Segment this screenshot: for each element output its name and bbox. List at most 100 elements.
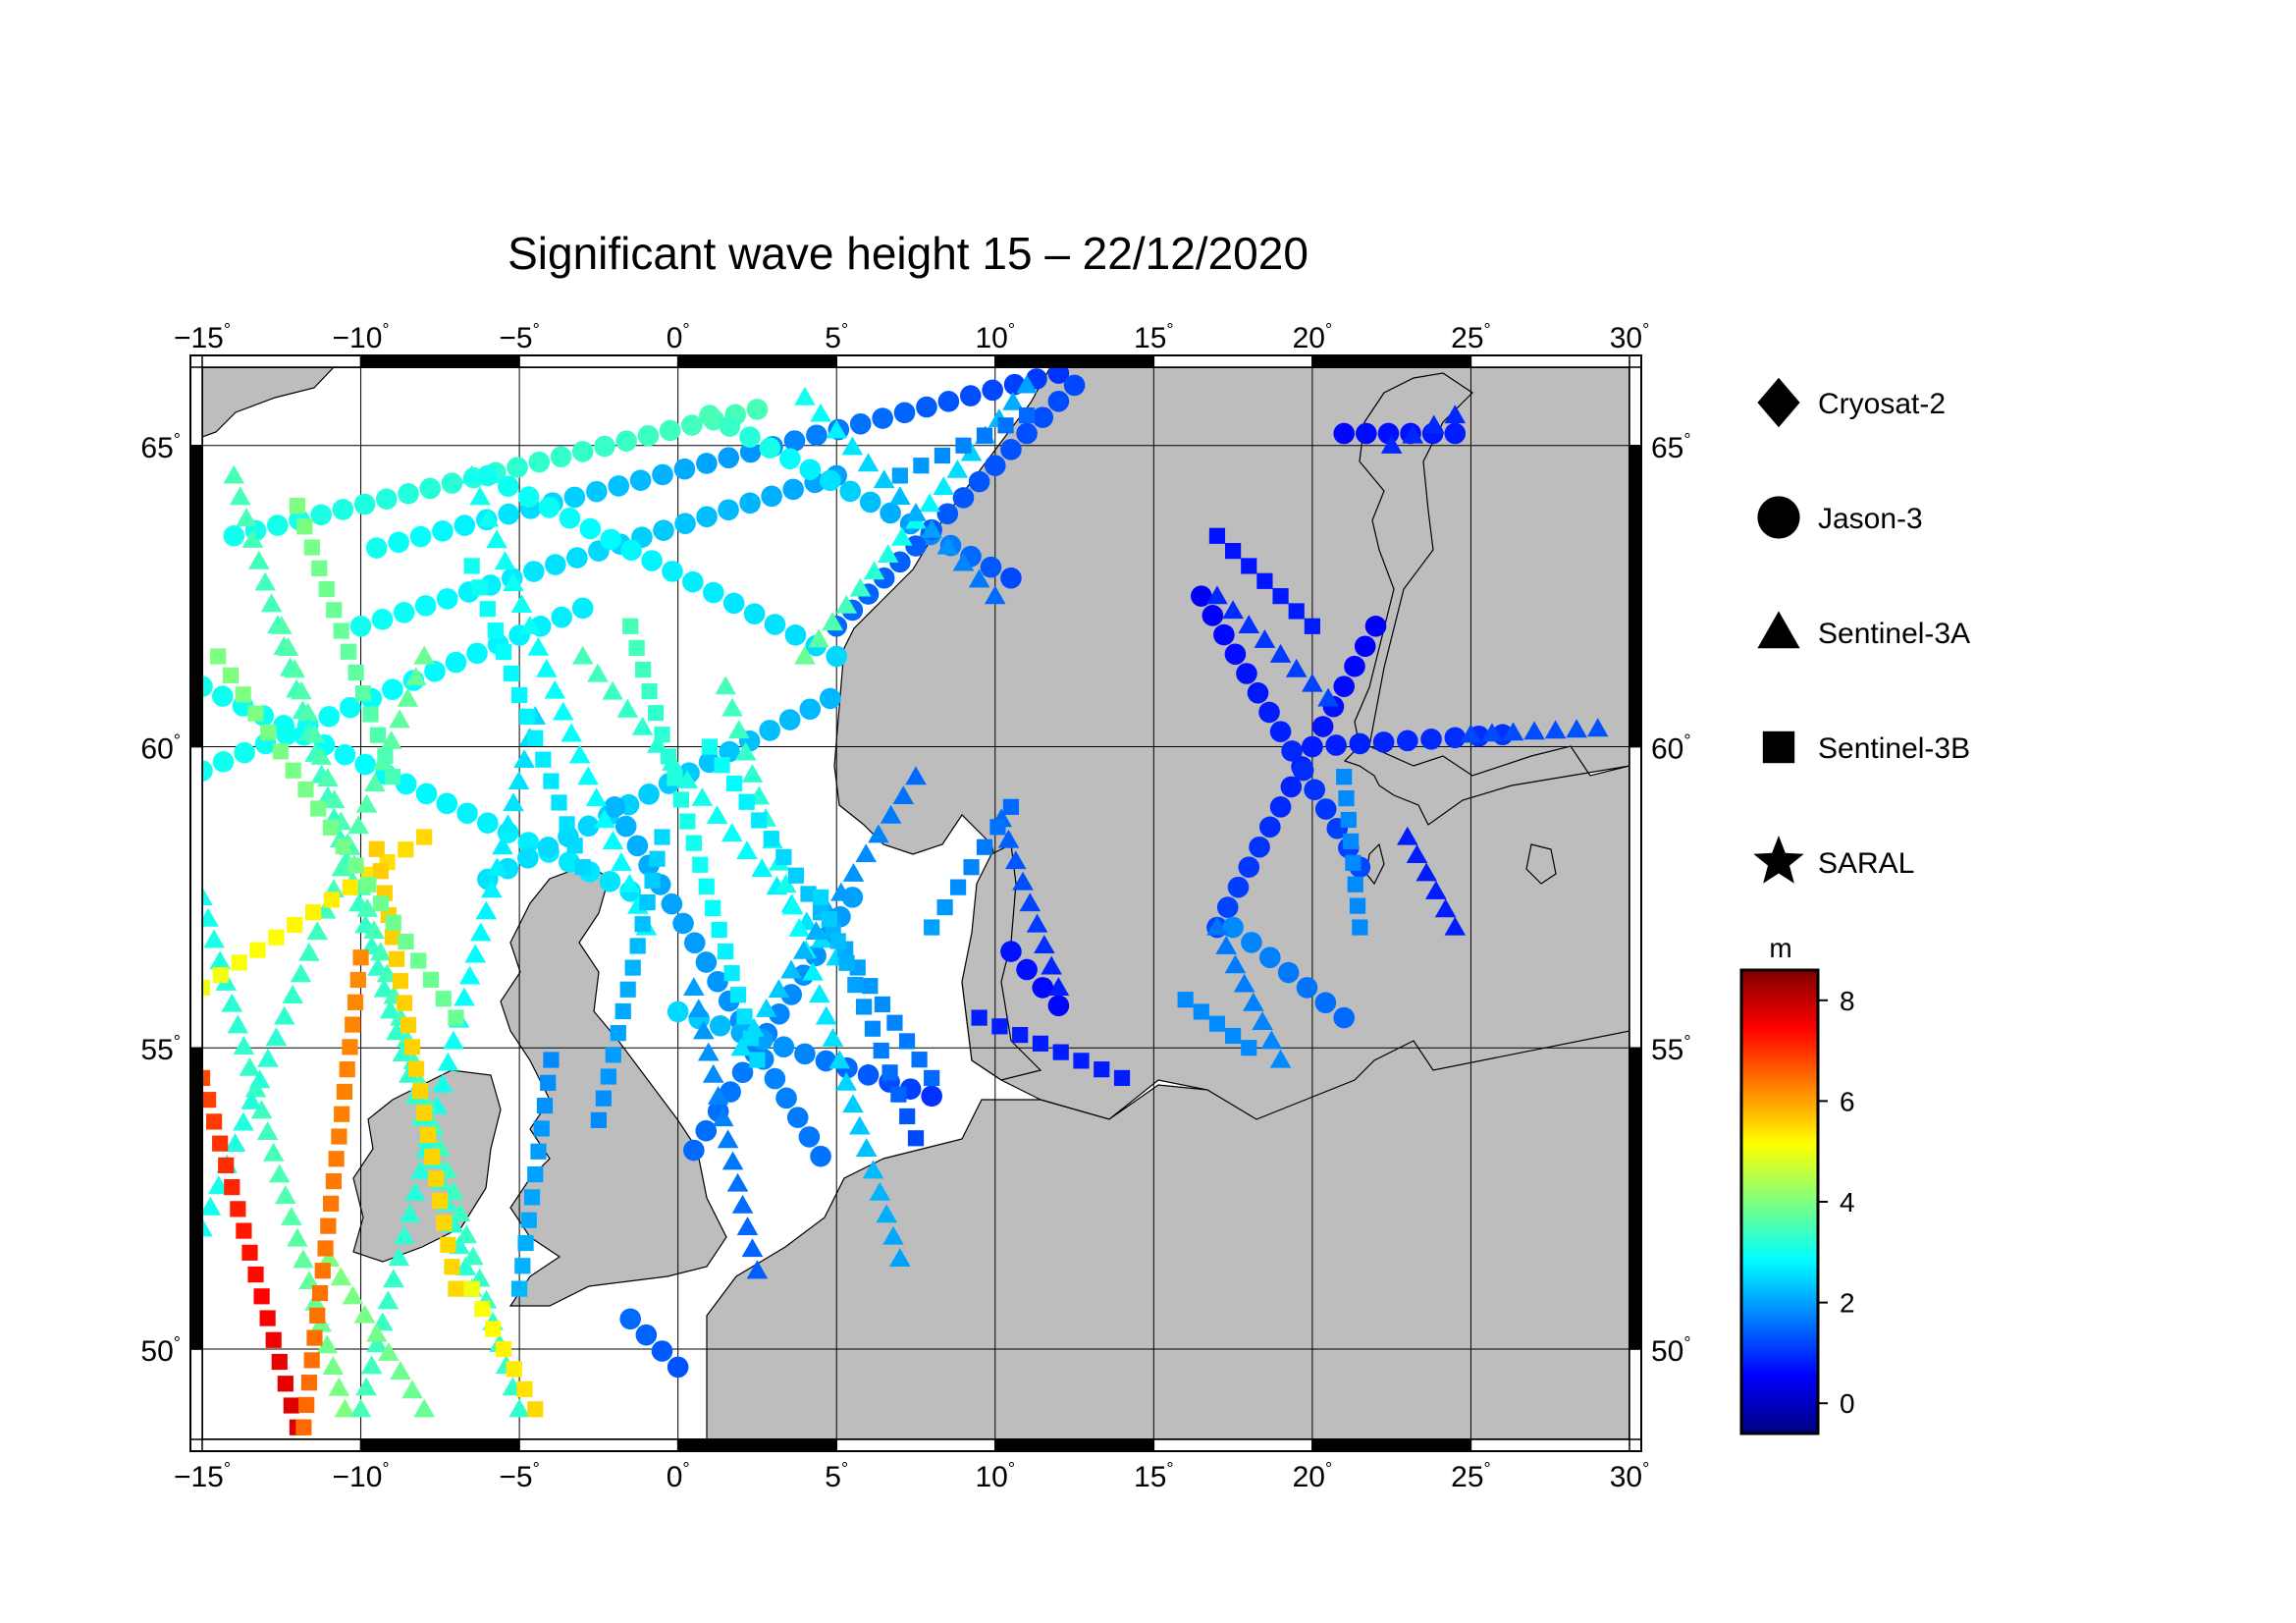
track-sentinel-3a — [794, 386, 1006, 605]
track-point — [1002, 391, 1024, 410]
track-point — [759, 437, 781, 460]
track-point — [463, 558, 480, 574]
track-sentinel-3a — [202, 887, 356, 1418]
track-point — [289, 498, 306, 514]
colorbar-tick-label: 4 — [1840, 1187, 1855, 1217]
track-point — [653, 519, 674, 541]
track-sentinel-3b — [368, 840, 464, 1297]
track-point — [819, 469, 841, 492]
track-sentinel-3b — [622, 618, 766, 1068]
track-point — [303, 724, 326, 743]
track-point — [248, 550, 270, 569]
colorbar: m 0 2 4 6 8 — [1739, 933, 1855, 1435]
track-point — [296, 702, 319, 722]
track-point — [876, 1204, 897, 1223]
track-point — [1016, 422, 1038, 445]
track-point — [265, 1331, 282, 1348]
track-point — [365, 1323, 388, 1342]
track-point — [721, 823, 743, 842]
track-point — [997, 417, 1014, 434]
degree-symbol: ° — [1325, 1459, 1332, 1479]
track-point — [290, 963, 312, 983]
longitude-tick-label: 30° — [1610, 1459, 1650, 1493]
track-point — [270, 615, 293, 634]
track-point — [709, 1014, 731, 1037]
track-point — [674, 513, 696, 535]
track-point — [842, 862, 865, 882]
track-point — [1288, 603, 1305, 620]
star-icon — [1753, 836, 1804, 884]
track-point — [1340, 811, 1357, 829]
frame-band-right — [1629, 1348, 1642, 1440]
track-point — [507, 771, 530, 790]
latitude-tick-label: 65° — [140, 430, 181, 464]
track-point — [212, 751, 235, 773]
track-point — [571, 597, 594, 620]
frame-band-right — [1629, 1047, 1642, 1350]
track-point — [898, 1033, 916, 1050]
degree-symbol: ° — [841, 1459, 848, 1479]
track-point — [416, 1105, 433, 1121]
track-point — [1420, 729, 1442, 750]
track-point — [577, 766, 599, 785]
track-sentinel-3b — [812, 889, 925, 1147]
longitude-tick-label: 0° — [667, 1459, 690, 1493]
track-point — [1349, 897, 1366, 914]
track-point — [372, 895, 390, 912]
track-point — [706, 805, 728, 824]
track-point — [268, 1163, 291, 1183]
track-point — [413, 1398, 435, 1418]
track-point — [615, 430, 637, 452]
track-point — [1406, 844, 1428, 864]
track-point — [347, 857, 364, 874]
track-point — [1434, 898, 1457, 918]
track-point — [722, 592, 745, 615]
track-point — [352, 949, 369, 966]
track-point — [1523, 721, 1545, 740]
track-point — [849, 412, 872, 435]
square-icon — [1762, 730, 1795, 764]
track-point — [1016, 374, 1038, 394]
track-point — [1208, 1015, 1226, 1032]
track-point — [889, 486, 911, 505]
track-point — [1304, 779, 1325, 801]
track-point — [635, 661, 652, 678]
track-point — [614, 815, 637, 838]
track-point — [260, 593, 283, 613]
track-point — [1586, 718, 1609, 737]
frame-band-bottom — [676, 1438, 837, 1452]
track-point — [227, 1014, 249, 1034]
track-point — [634, 916, 651, 933]
track-point — [622, 618, 639, 634]
track-point — [774, 874, 797, 893]
track-point — [681, 414, 703, 436]
degree-symbol: ° — [174, 1032, 181, 1052]
track-point — [594, 809, 615, 829]
track-point — [1222, 600, 1244, 620]
track-point — [721, 1151, 744, 1170]
track-point — [435, 991, 452, 1007]
legend-item-label: Sentinel-3A — [1818, 618, 1970, 650]
track-point — [511, 686, 528, 704]
track-point — [513, 749, 535, 769]
track-point — [527, 636, 550, 656]
track-point — [862, 1160, 884, 1179]
longitude-tick-label: 0° — [667, 320, 690, 354]
track-point — [952, 552, 975, 571]
track-point — [889, 1248, 911, 1268]
track-point — [924, 919, 940, 936]
track-sentinel-3b — [971, 1009, 1131, 1087]
track-point — [742, 1030, 760, 1047]
track-point — [257, 1048, 279, 1067]
track-point — [516, 1380, 533, 1397]
track-point — [659, 419, 681, 442]
track-point — [743, 603, 766, 624]
track-point — [604, 796, 625, 818]
track-point — [891, 526, 913, 546]
track-point — [649, 850, 666, 867]
track-sentinel-3a — [1380, 405, 1467, 454]
track-point — [303, 1352, 320, 1369]
track-point — [1094, 1061, 1110, 1078]
track-point — [788, 917, 811, 937]
track-point — [477, 508, 500, 527]
